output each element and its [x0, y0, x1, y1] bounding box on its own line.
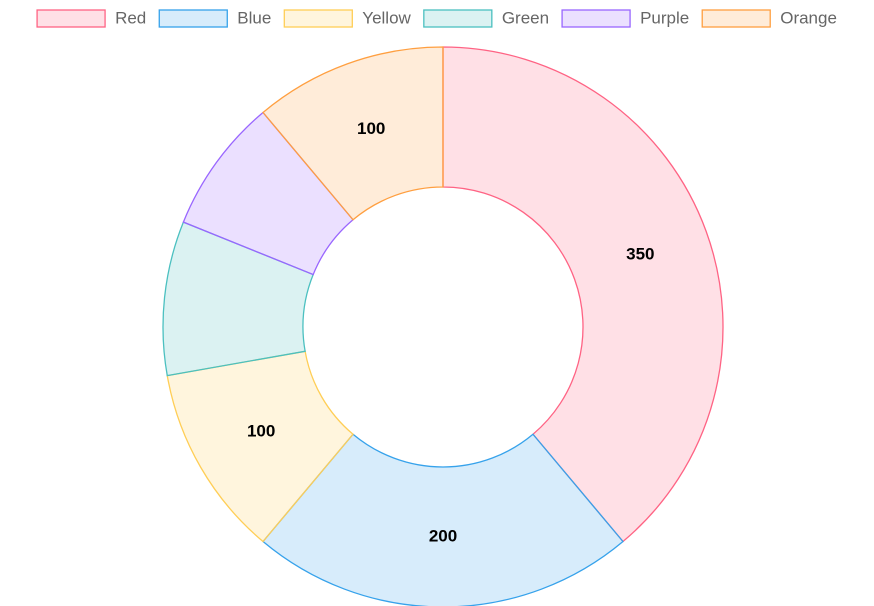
data-label: 350 [626, 245, 654, 264]
legend-swatch [701, 9, 771, 28]
data-label: 100 [247, 421, 275, 440]
legend-label: Red [115, 8, 146, 27]
doughnut-slice [262, 433, 624, 606]
legend-label: Green [502, 8, 549, 27]
legend-label: Blue [237, 8, 271, 27]
legend-swatch [283, 9, 353, 28]
doughnut-slice [442, 46, 724, 543]
doughnut-slice [262, 46, 444, 221]
doughnut-slice [166, 350, 354, 543]
legend-label: Orange [780, 8, 837, 27]
data-label: 200 [429, 526, 457, 545]
legend-swatch [158, 9, 228, 28]
legend-swatch [561, 9, 631, 28]
legend-label: Yellow [362, 8, 411, 27]
legend-swatch [36, 9, 106, 28]
legend-swatch [423, 9, 493, 28]
legend-label: Purple [640, 8, 689, 27]
data-label: 100 [357, 119, 385, 138]
